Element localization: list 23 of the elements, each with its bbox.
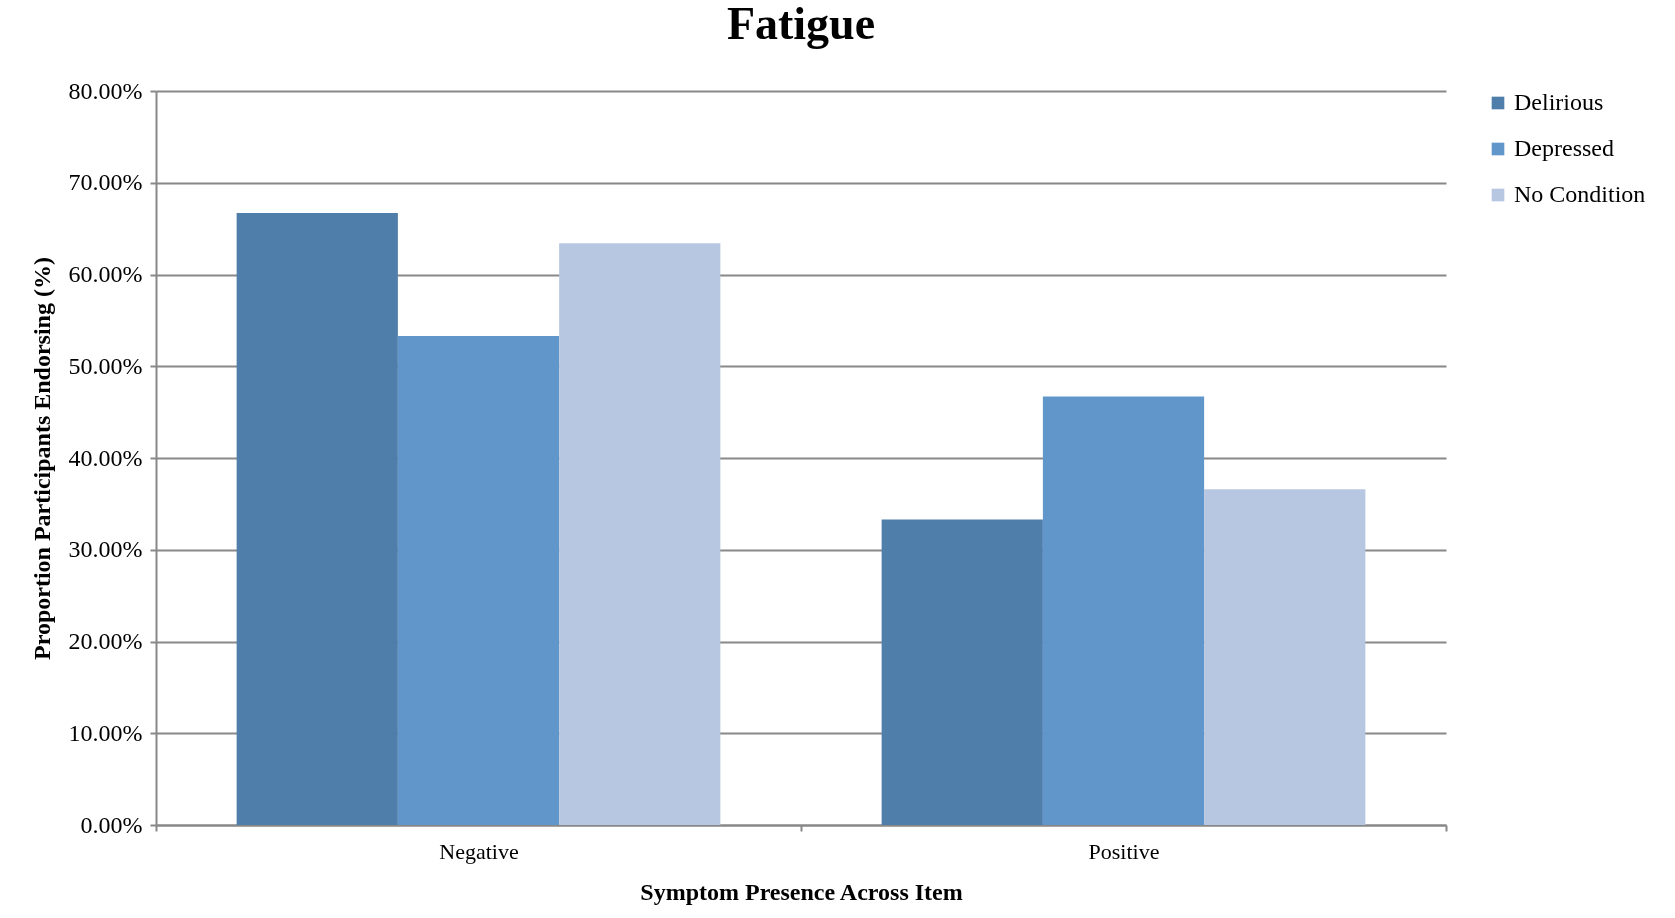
x-tick-label: Positive — [1088, 838, 1160, 864]
bar — [397, 335, 560, 825]
x-tick-label: Negative — [439, 838, 519, 864]
bar — [236, 213, 398, 825]
bar — [881, 519, 1043, 825]
bar — [1042, 396, 1205, 825]
y-axis-title: Proportion Participants Endorsing (%) — [28, 257, 55, 660]
y-tick-label: 20.00% — [68, 628, 143, 654]
x-axis-title: Symptom Presence Across Item — [640, 878, 963, 905]
bar — [1204, 489, 1366, 825]
y-tick-label: 70.00% — [68, 169, 143, 196]
chart-title: Fatigue — [726, 0, 876, 49]
y-tick-label: 10.00% — [68, 719, 143, 746]
legend-label: Depressed — [1514, 135, 1614, 161]
legend-label: Delirious — [1514, 89, 1604, 115]
y-tick-label: 80.00% — [68, 77, 143, 104]
y-tick-label: 50.00% — [68, 352, 143, 379]
legend-label: No Condition — [1514, 181, 1646, 207]
y-tick-label: 40.00% — [68, 444, 143, 471]
y-tick-label: 30.00% — [68, 536, 143, 563]
y-tick-label: 60.00% — [68, 261, 143, 287]
bar — [559, 243, 721, 825]
y-tick-label: 0.00% — [80, 811, 143, 838]
